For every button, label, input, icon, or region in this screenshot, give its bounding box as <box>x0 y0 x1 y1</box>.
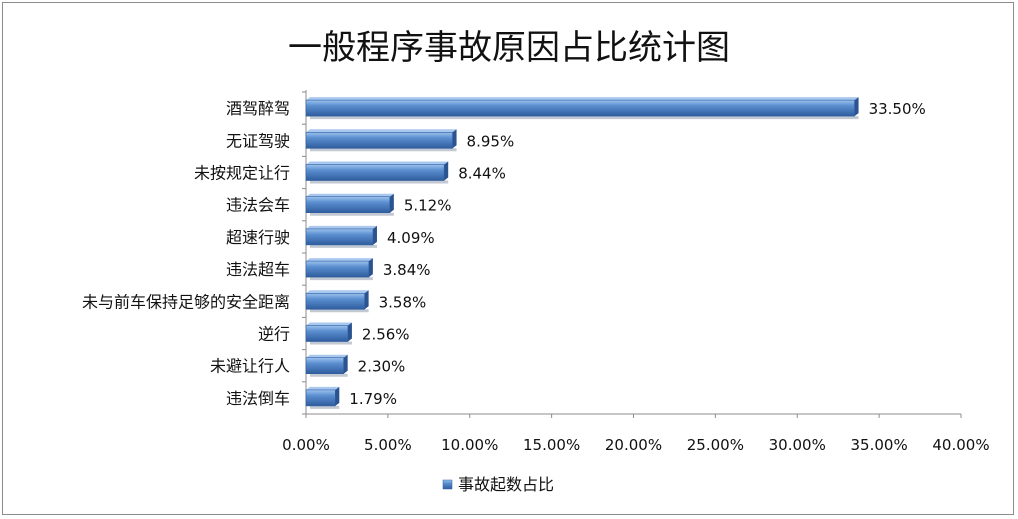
bar-top <box>306 386 340 390</box>
bar <box>305 292 365 310</box>
category-label: 酒驾醉驾 <box>226 99 290 118</box>
bar-top <box>306 193 394 197</box>
x-tick-label: 10.00% <box>441 436 498 454</box>
bar-top <box>306 354 348 358</box>
data-label: 8.44% <box>458 165 506 183</box>
category-label: 未与前车保持足够的安全距离 <box>82 292 290 311</box>
bar <box>305 228 374 246</box>
bar-shadow <box>310 148 457 152</box>
category-label: 超速行驶 <box>226 228 290 247</box>
bar-side <box>368 258 373 278</box>
bar-side <box>854 97 859 117</box>
bar-side <box>452 129 457 149</box>
category-label: 未按规定让行 <box>194 164 290 183</box>
x-tick-label: 15.00% <box>523 436 580 454</box>
bar-top <box>306 161 449 165</box>
bar <box>305 357 344 375</box>
plot-area: 0.00% 5.00% 10.00% 15.00% 20.00% 25.00% 30.00%… <box>82 90 990 454</box>
data-label: 33.50% <box>869 100 926 118</box>
bar <box>305 132 453 149</box>
bar <box>305 99 855 117</box>
bar-shadow <box>310 309 369 313</box>
data-label: 3.58% <box>379 293 427 311</box>
bar-shadow <box>310 373 348 377</box>
bar-top <box>306 129 457 133</box>
chart-title: 一般程序事故原因占比统计图 <box>288 28 730 68</box>
data-label: 4.09% <box>387 229 435 247</box>
bar-shadow <box>310 180 449 184</box>
bar <box>305 260 370 278</box>
x-tick-label: 40.00% <box>932 436 989 454</box>
bar-top <box>306 97 859 101</box>
legend-label: 事故起数占比 <box>458 475 554 494</box>
x-tick-label: 20.00% <box>605 436 662 454</box>
bar <box>305 164 445 181</box>
category-label: 无证驾驶 <box>226 131 290 150</box>
x-tick-label: 5.00% <box>364 436 412 454</box>
data-label: 1.79% <box>349 390 397 408</box>
x-tick-label: 35.00% <box>851 436 908 454</box>
x-tick-label: 30.00% <box>769 436 826 454</box>
data-label: 2.56% <box>362 326 410 344</box>
bar-shadow <box>310 116 859 120</box>
bar-top <box>306 258 373 262</box>
bar-shadow <box>310 405 340 409</box>
bar-chart: 一般程序事故原因占比统计图 0.00% 5.00% 10.00% 15.00% 20.0… <box>82 28 990 494</box>
data-label: 8.95% <box>467 132 515 150</box>
bar-top <box>306 290 369 294</box>
bar-shadow <box>310 277 373 281</box>
data-label: 3.84% <box>383 261 431 279</box>
data-label: 5.12% <box>404 197 452 215</box>
category-label: 违法倒车 <box>226 389 290 408</box>
bar-shadow <box>310 341 352 345</box>
x-tick-label: 25.00% <box>687 436 744 454</box>
category-label: 违法会车 <box>226 196 290 215</box>
bar-side <box>372 225 377 245</box>
bar-top <box>306 225 377 229</box>
bar-side <box>335 386 340 406</box>
bar-shadow <box>310 244 377 248</box>
bar-shadow <box>310 212 394 216</box>
bar <box>305 389 336 407</box>
category-label: 未避让行人 <box>210 357 290 376</box>
category-label: 逆行 <box>258 325 290 344</box>
bar-side <box>389 193 394 213</box>
bar-side <box>343 354 348 374</box>
bar-side <box>444 161 449 181</box>
category-label: 违法超车 <box>226 260 290 279</box>
bar-side <box>347 322 352 342</box>
bar-side <box>364 290 369 310</box>
legend: 事故起数占比 <box>442 475 554 494</box>
bar <box>305 196 391 213</box>
data-label: 2.30% <box>358 358 406 376</box>
legend-swatch <box>442 479 453 490</box>
bar-top <box>306 322 352 326</box>
bar <box>305 325 349 342</box>
x-tick-label: 0.00% <box>282 436 330 454</box>
